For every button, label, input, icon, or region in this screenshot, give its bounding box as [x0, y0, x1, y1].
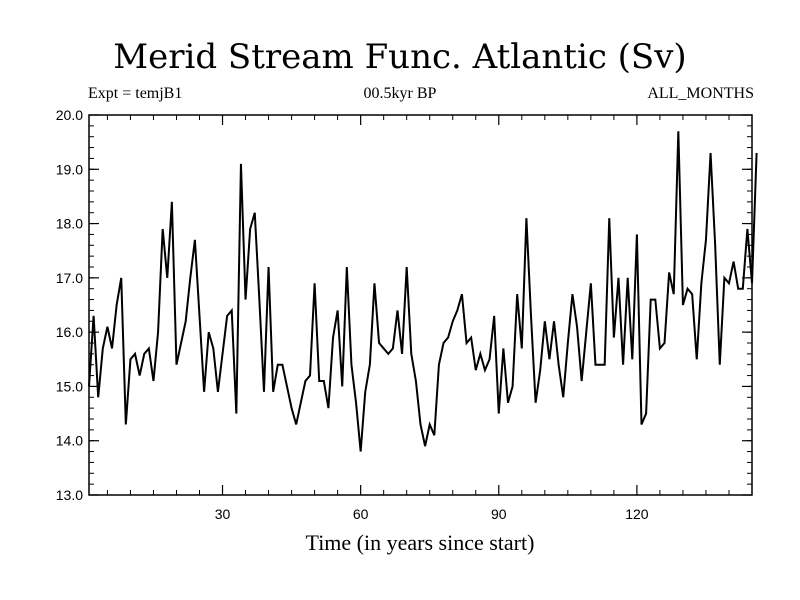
y-tick-label: 17.0	[56, 270, 83, 286]
series-line	[88, 131, 758, 452]
y-tick-label: 20.0	[56, 107, 83, 123]
period-label: 00.5kyr BP	[363, 85, 437, 102]
y-tick-label: 18.0	[56, 216, 83, 232]
y-tick-label: 15.0	[56, 378, 83, 394]
x-tick-label: 60	[353, 506, 369, 522]
x-axis-label: Time (in years since start)	[305, 530, 535, 555]
y-tick-label: 19.0	[56, 161, 83, 177]
x-tick-label: 30	[215, 506, 231, 522]
experiment-label: Expt = temjB1	[88, 85, 183, 102]
series-group	[88, 131, 758, 452]
plot-frame	[88, 114, 753, 496]
x-tick-label: 90	[491, 506, 507, 522]
chart-title: Merid Stream Func. Atlantic (Sv)	[113, 37, 687, 77]
y-tick-label: 13.0	[56, 487, 83, 503]
axis-ticks: 13.0 14.0 15.0 16.0 17.0 18.0 19.0 20.0 30 60 90 12…	[56, 107, 752, 522]
y-tick-label: 16.0	[56, 324, 83, 340]
y-tick-label: 14.0	[56, 433, 83, 449]
months-label: ALL_MONTHS	[647, 85, 754, 102]
x-tick-label: 120	[625, 506, 649, 522]
